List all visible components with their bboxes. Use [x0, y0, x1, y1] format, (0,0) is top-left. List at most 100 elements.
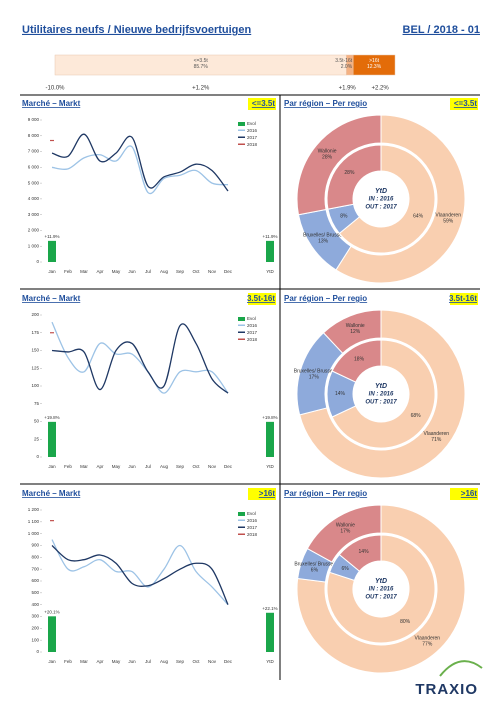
- legend-label: 2016: [247, 128, 258, 133]
- y-tick-label: 0: [36, 259, 39, 264]
- x-tick-label: Oct: [192, 269, 200, 274]
- x-tick-label: YtD: [266, 464, 274, 469]
- legend-swatch: [238, 331, 245, 333]
- donut-slice: [331, 339, 436, 449]
- slice-name: Wallonie: [336, 523, 355, 529]
- panel-title: Par région – Per regio: [284, 294, 367, 303]
- slice-value: 68%: [411, 413, 422, 419]
- slice-value: 14%: [335, 391, 346, 397]
- x-tick-label: Nov: [208, 464, 217, 469]
- y-tick-label: 8 000: [28, 133, 40, 138]
- center-label: IN : 2016: [369, 197, 394, 203]
- logo: TRAXIO: [415, 681, 478, 698]
- slice-name: Vlaanderen: [415, 636, 441, 642]
- evol-bar: [48, 240, 56, 262]
- slice-name: Wallonie: [318, 149, 337, 155]
- legend-label: 2018: [247, 142, 258, 147]
- center-label: IN : 2016: [369, 587, 394, 593]
- y-tick-label: 25: [34, 436, 40, 441]
- y-tick-label: 200: [31, 626, 39, 631]
- x-tick-label: May: [112, 269, 121, 274]
- x-tick-label: Feb: [64, 464, 72, 469]
- donut-slice: [296, 504, 466, 674]
- y-tick-label: 4 000: [28, 196, 40, 201]
- donut-slice: [306, 504, 382, 563]
- slice-label: 80%: [400, 619, 411, 625]
- y-tick-label: 1 100: [28, 519, 40, 524]
- series-line: [51, 133, 229, 192]
- x-tick-label: Aug: [160, 464, 169, 469]
- y-tick-label: 5 000: [28, 180, 40, 185]
- slice-value: 59%: [443, 219, 454, 225]
- segment-name: 3.5t-16t: [335, 58, 353, 64]
- y-tick-label: 0: [36, 649, 39, 654]
- tag-highlight: [450, 98, 478, 110]
- donut-slice: [326, 534, 436, 644]
- slice-label: Vlaanderen 71%: [424, 431, 450, 443]
- x-tick-label: Jun: [128, 269, 136, 274]
- series-line: [51, 539, 229, 606]
- slice-label: 8%: [340, 214, 348, 220]
- x-tick-label: Apr: [96, 269, 104, 274]
- slice-label: 68%: [411, 413, 422, 419]
- legend-swatch: [238, 324, 245, 326]
- center-label: OUT : 2017: [365, 205, 397, 211]
- tag-highlight: [248, 488, 276, 500]
- slice-value: 28%: [344, 170, 355, 176]
- x-tick-label: Feb: [64, 269, 72, 274]
- legend-swatch: [238, 338, 245, 340]
- slice-value: 80%: [400, 619, 411, 625]
- y-tick-label: 800: [31, 555, 39, 560]
- slice-label: Wallonie 17%: [336, 523, 355, 535]
- series-line: [51, 323, 229, 394]
- panel-title: Par région – Per regio: [284, 489, 367, 498]
- legend-label: 2016: [247, 323, 258, 328]
- panel-tag: <=3.5t: [454, 99, 477, 108]
- panel-title: Par région – Per regio: [284, 99, 367, 108]
- slice-label: Bruxelles/ Brussel 17%: [294, 369, 334, 381]
- evol-bar: [266, 612, 274, 652]
- slice-value: 28%: [322, 155, 333, 161]
- series-line: [51, 321, 229, 394]
- x-tick-label: Aug: [160, 269, 169, 274]
- slice-value: 17%: [309, 375, 320, 381]
- x-tick-label: Sep: [176, 269, 185, 274]
- evol-bar: [48, 616, 56, 652]
- panel-tag: >16t: [259, 489, 276, 498]
- x-tick-label: YtD: [266, 269, 274, 274]
- segment-value: 2.0%: [341, 64, 353, 70]
- y-tick-label: 1 200: [28, 507, 40, 512]
- slice-value: 6%: [341, 567, 349, 573]
- y-tick-label: 0: [36, 454, 39, 459]
- legend-swatch: [238, 519, 245, 521]
- x-tick-label: Jan: [48, 659, 56, 664]
- y-tick-label: 600: [31, 578, 39, 583]
- x-tick-label: Jan: [48, 464, 56, 469]
- x-tick-label: Mar: [80, 269, 88, 274]
- legend-swatch: [238, 317, 245, 321]
- slice-name: Vlaanderen: [435, 213, 461, 219]
- slice-label: 14%: [335, 391, 346, 397]
- legend-swatch: [238, 143, 245, 145]
- center-label: YtD: [375, 578, 387, 585]
- legend-label: 2018: [247, 532, 258, 537]
- x-tick-label: Jun: [128, 464, 136, 469]
- slice-value: 17%: [340, 529, 351, 535]
- period: BEL / 2018 - 01: [403, 24, 480, 36]
- tag-highlight: [450, 488, 478, 500]
- slice-label: Bruxelles/ Brussel 6%: [294, 562, 334, 574]
- y-tick-label: 200: [31, 312, 39, 317]
- panel-tag: >16t: [461, 489, 478, 498]
- slice-label: 14%: [359, 549, 370, 555]
- x-tick-label: Jul: [145, 464, 151, 469]
- evolution-label: -10.0%: [45, 86, 65, 92]
- x-tick-label: Nov: [208, 659, 217, 664]
- donut-slice: [335, 114, 466, 284]
- x-tick-label: Oct: [192, 464, 200, 469]
- evol-bar: [266, 240, 274, 262]
- slice-label: 18%: [354, 357, 365, 363]
- panel-tag: 3.5t-16t: [247, 294, 275, 303]
- donut-slice: [322, 309, 382, 354]
- legend-label: Evol: [247, 121, 256, 126]
